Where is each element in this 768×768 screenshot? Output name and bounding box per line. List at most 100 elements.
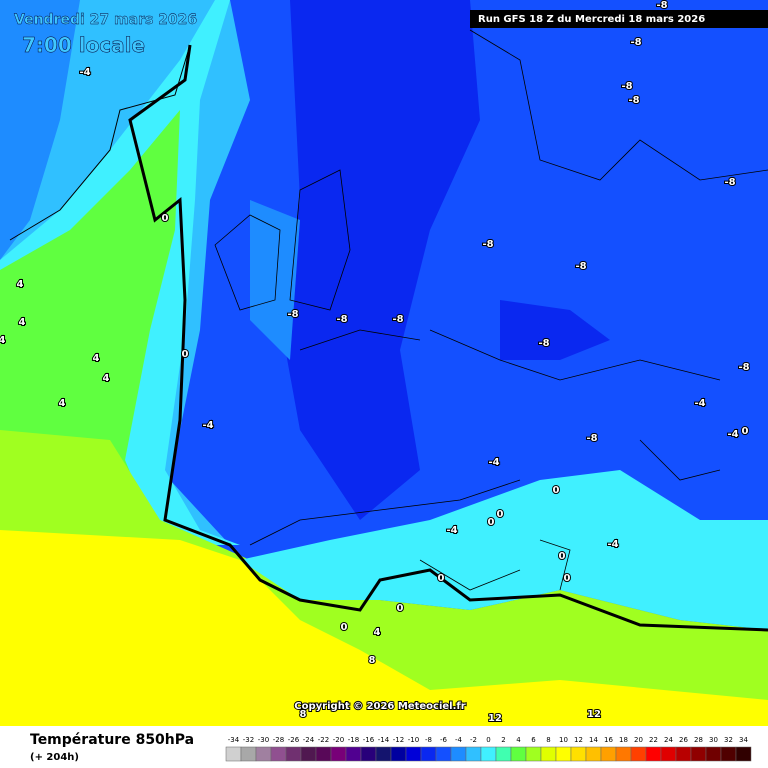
scale-swatch: [450, 746, 467, 762]
contour-label: -4: [446, 525, 457, 536]
scale-label: 32: [724, 736, 733, 744]
contour-label: -4: [694, 398, 705, 409]
scale-swatch: [690, 746, 707, 762]
scale-label: 22: [649, 736, 658, 744]
scale-swatch: [255, 746, 272, 762]
scale-label: 18: [619, 736, 628, 744]
scale-label: -12: [393, 736, 404, 744]
scale-label: -8: [425, 736, 432, 744]
area-cold-core: [280, 0, 480, 520]
contour-label: 8: [369, 655, 376, 666]
scale-swatch: [510, 746, 527, 762]
scale-label: -32: [243, 736, 254, 744]
scale-swatch: [465, 746, 482, 762]
contour-label: 0: [497, 509, 504, 520]
contour-label: 0: [564, 573, 571, 584]
scale-label: 24: [664, 736, 673, 744]
lead-time: (+ 204h): [30, 752, 79, 763]
scale-label: -16: [363, 736, 375, 744]
area-cold: [0, 0, 80, 260]
scale-swatch: [240, 746, 257, 762]
scale-swatch: [330, 746, 347, 762]
contour-label: -4: [202, 420, 213, 431]
contour-label: 8: [300, 709, 307, 720]
contour-label: 12: [488, 713, 502, 724]
contour-label: -4: [79, 67, 90, 78]
contour-label: -8: [287, 309, 298, 320]
contour-label: 0: [488, 517, 495, 528]
scale-swatch: [360, 746, 377, 762]
area-hot: [0, 530, 768, 726]
contour-label: 0: [438, 573, 445, 584]
contour-label: -8: [738, 362, 749, 373]
contour-label: -8: [336, 314, 347, 325]
contour-label: -8: [628, 95, 639, 106]
scale-swatch: [675, 746, 692, 762]
run-info: Run GFS 18 Z du Mercredi 18 mars 2026: [478, 14, 705, 25]
contour-label: 4: [103, 373, 110, 384]
scale-label: -26: [288, 736, 300, 744]
scale-label: -24: [303, 736, 315, 744]
contour-label: 0: [553, 485, 560, 496]
scale-swatch: [420, 746, 437, 762]
scale-label: 0: [486, 736, 490, 744]
area-cold-core: [500, 300, 610, 360]
contour-label: -8: [630, 37, 641, 48]
scale-label: -28: [273, 736, 284, 744]
scale-label: -34: [228, 736, 240, 744]
scale-label: 16: [604, 736, 613, 744]
area-cold: [250, 200, 300, 360]
contour-label: -4: [488, 457, 499, 468]
contour-label: 4: [17, 279, 24, 290]
scale-label: 8: [546, 736, 550, 744]
scale-swatch: [270, 746, 287, 762]
scale-label: 4: [516, 736, 521, 744]
scale-label: -10: [408, 736, 419, 744]
scale-label: 28: [694, 736, 703, 744]
contour-label: -8: [656, 0, 667, 11]
scale-swatch: [300, 746, 317, 762]
scale-swatch: [735, 746, 752, 762]
scale-swatch: [630, 746, 647, 762]
scale-swatch: [585, 746, 602, 762]
scale-swatch: [375, 746, 392, 762]
scale-label: -22: [318, 736, 329, 744]
contour-label: 0: [182, 349, 189, 360]
borders: [214, 29, 768, 591]
scale-label: -18: [348, 736, 359, 744]
contour-label: 0: [397, 603, 404, 614]
scale-swatch: [345, 746, 362, 762]
contour-label: 0: [341, 622, 348, 633]
scale-label: -20: [333, 736, 344, 744]
scale-label: -14: [378, 736, 390, 744]
scale-label: 26: [679, 736, 688, 744]
contour-label: 0: [559, 551, 566, 562]
contour-label: -8: [586, 433, 597, 444]
scale-label: 2: [501, 736, 505, 744]
contour-label: 4: [0, 335, 6, 346]
contour-label: 4: [19, 317, 26, 328]
scale-label: 34: [739, 736, 748, 744]
contour-label: 12: [587, 709, 601, 720]
legend-title: Température 850hPa: [30, 732, 194, 748]
contour-label: 4: [93, 353, 100, 364]
scale-label: -30: [258, 736, 269, 744]
contour-label: 4: [59, 398, 66, 409]
run-box: [470, 10, 768, 28]
scale-swatch: [315, 746, 332, 762]
scale-swatch: [495, 746, 512, 762]
contour-label: -8: [724, 177, 735, 188]
scale-label: 20: [634, 736, 643, 744]
contour-label: 4: [374, 627, 381, 638]
scale-swatch: [390, 746, 407, 762]
scale-swatch: [480, 746, 497, 762]
contour-label: -8: [538, 338, 549, 349]
scale-label: -2: [470, 736, 477, 744]
scale-label: 6: [531, 736, 536, 744]
scale-label: -4: [455, 736, 463, 744]
contour-label: -8: [392, 314, 403, 325]
scale-swatch: [660, 746, 677, 762]
contour-label: -8: [575, 261, 586, 272]
scale-swatch: [720, 746, 737, 762]
contour-label: -4: [727, 429, 738, 440]
